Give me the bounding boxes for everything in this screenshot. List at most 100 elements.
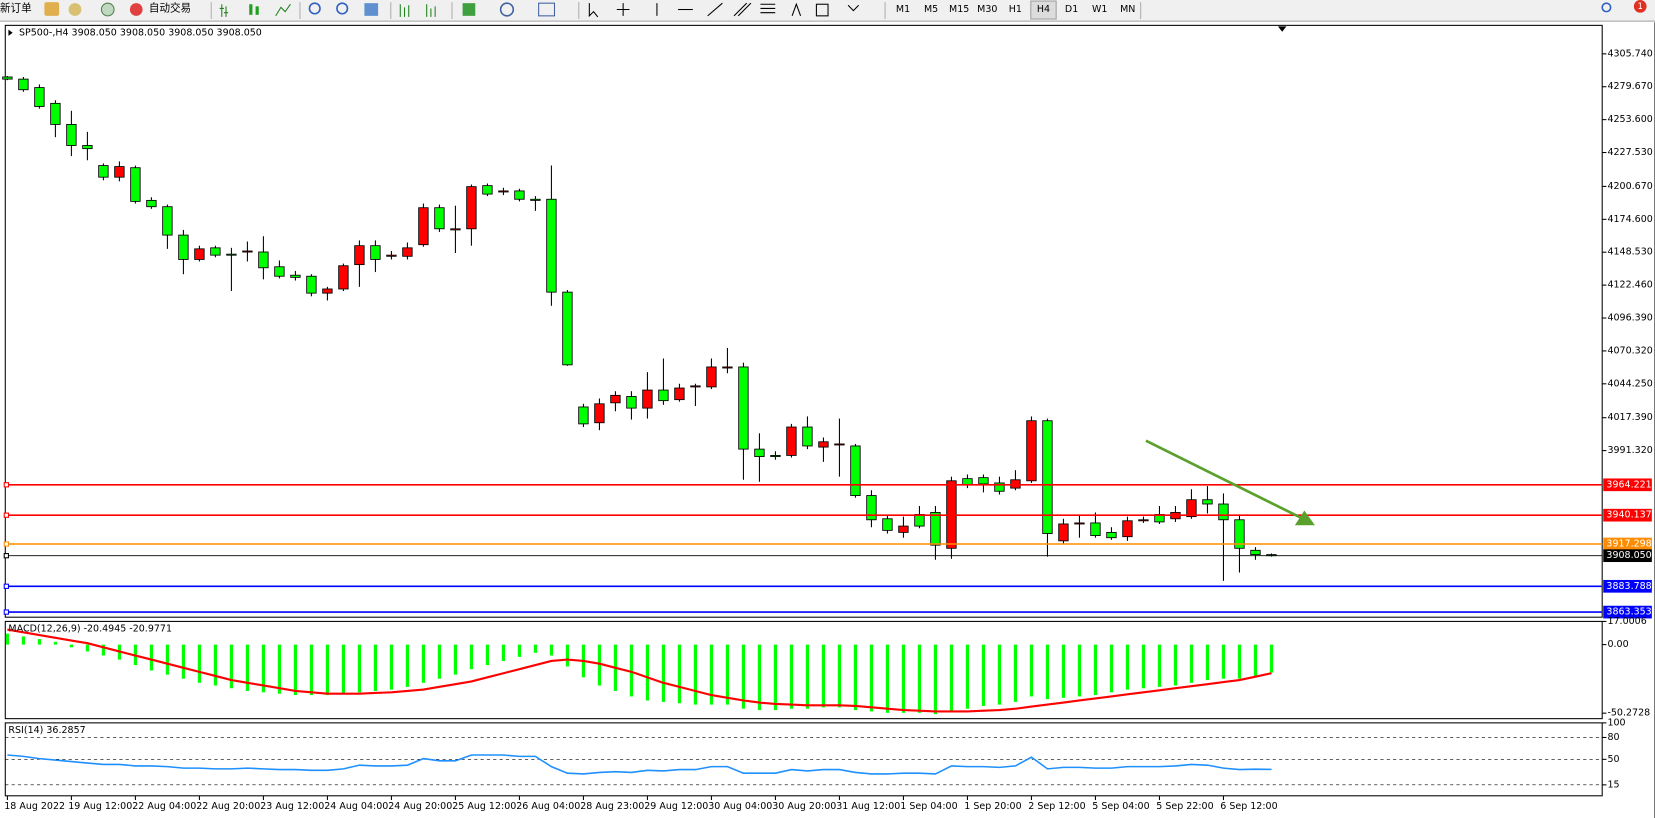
y-tick-label: 80 [1607,732,1619,743]
candle-body [322,288,333,294]
macd-bar [901,644,906,713]
text-tool[interactable] [791,2,802,17]
level-label-bg [1603,537,1652,551]
y-tick-label: 4044.250 [1607,378,1652,389]
x-tick-label: 24 Aug 04:00 [324,801,388,812]
candle-body [434,207,445,230]
timeframe-button[interactable]: M5 [924,4,938,15]
candle-body [1074,522,1085,525]
search[interactable] [1601,2,1612,13]
level-label-bg [1603,605,1652,619]
level-label: 3964.221 [1606,479,1651,490]
y-tick-label: 4070.320 [1607,345,1652,356]
y-tick-label: 50 [1607,754,1619,765]
timeframe-button[interactable]: M15 [949,4,969,15]
macd-bar [549,644,554,656]
candle-body [146,199,157,208]
timeframe-button[interactable]: H4 [1037,4,1050,15]
auto-trading[interactable]: 自动交易 [149,1,191,14]
y-tick-label: -50.2728 [1607,708,1650,719]
panel-frame [4,620,1603,720]
crosshair[interactable] [616,3,630,16]
macd-bar [1237,644,1242,679]
candle-body [258,251,269,269]
icon[interactable] [426,4,436,17]
cursor[interactable] [588,3,599,18]
macd-bar [1045,644,1050,700]
timeframe-button[interactable]: H1 [1009,4,1022,15]
macd-bar [693,644,698,705]
macd-bar [885,644,890,713]
icon[interactable] [44,2,60,16]
new-order[interactable]: 新订单 [0,1,32,14]
label-tool[interactable] [815,3,829,17]
macd-bar [565,644,570,667]
candle-body [482,185,493,195]
candle-body [562,291,573,366]
macd-bar [917,644,922,713]
macd-bar [517,644,522,657]
candle-body [1186,499,1197,518]
level-label-bg [1603,549,1652,563]
icon[interactable] [100,2,115,17]
icon[interactable] [275,3,291,17]
y-tick-label: 4017.390 [1607,412,1652,423]
fibo-tool[interactable] [760,3,776,14]
macd-bar [69,644,73,648]
y-tick-label: 15 [1607,779,1619,790]
timeframe-button[interactable]: D1 [1065,4,1078,15]
macd-bar [1253,644,1258,678]
icon[interactable] [364,3,379,16]
candle-body [498,190,509,193]
level-label: 3883.788 [1606,581,1651,592]
auto-trading-icon[interactable] [129,3,143,16]
macd-bar [933,644,938,715]
macd-bar [805,644,810,709]
macd-bar [821,644,826,708]
y-tick-label: 4096.390 [1607,313,1652,324]
channel-tool[interactable] [733,2,752,17]
candle-body [834,443,845,446]
macd-bar [85,644,89,652]
icon[interactable] [68,3,82,16]
y-tick-label: 4305.740 [1607,48,1652,59]
timeframe-button[interactable]: W1 [1092,4,1107,15]
y-tick-label: 4200.670 [1607,181,1652,192]
macd-bar [1189,644,1194,683]
icon[interactable] [255,6,259,15]
timeframe-button[interactable]: M1 [896,4,910,15]
candle-body [610,394,621,404]
icon[interactable] [538,2,556,17]
macd-bar [421,644,425,683]
macd-bar [773,644,778,711]
trendline-tool[interactable] [707,2,723,17]
macd-signal [7,628,1272,713]
macd-bar [485,644,490,666]
timeframe-button[interactable]: M30 [977,4,997,15]
candle-body [1218,503,1229,521]
y-tick-label: 100 [1607,717,1625,728]
notification-badge[interactable] [1633,0,1647,13]
shapes-tool[interactable] [847,4,860,12]
timeframe-button[interactable]: MN [1120,4,1135,15]
macd-bar [405,644,409,687]
macd-bar [1029,644,1034,697]
candle-body [450,228,461,231]
macd-bar [453,644,457,675]
candle-body [98,165,109,178]
zoom-in[interactable] [308,2,321,15]
icon[interactable] [219,4,229,17]
panel-frame [4,24,1603,618]
icon[interactable] [499,2,515,17]
macd-bar [1061,644,1066,698]
zoom-out[interactable] [336,2,349,15]
candle-body [962,478,973,486]
icon[interactable] [249,4,253,15]
candle-body [786,426,797,456]
candle-body [530,198,541,201]
icon[interactable] [399,4,410,17]
icon[interactable] [462,3,476,16]
trend-arrow-head [1294,510,1315,526]
y-tick-label: 4122.460 [1607,280,1652,291]
candle-body [770,454,781,457]
